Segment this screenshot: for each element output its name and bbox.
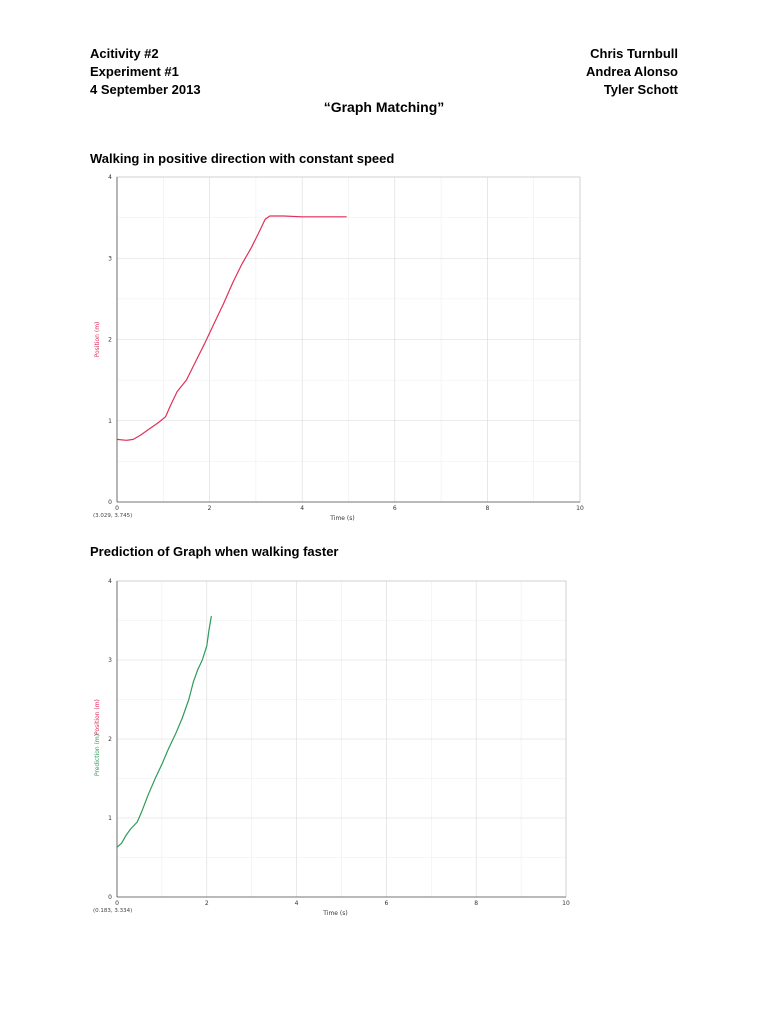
- date: 4 September 2013: [90, 82, 201, 97]
- section-title-prediction: Prediction of Graph when walking faster: [90, 544, 339, 559]
- author-3: Tyler Schott: [603, 82, 678, 97]
- y-axis-label: Position (m): [94, 322, 101, 358]
- header-right: Chris Turnbull Andrea Alonso Tyler Schot…: [586, 45, 678, 99]
- y-tick-label: 3: [108, 255, 112, 262]
- x-tick-label: 0: [115, 505, 119, 512]
- y-tick-label: 4: [108, 174, 112, 181]
- header-left: Acitivity #2 Experiment #1 4 September 2…: [90, 45, 201, 99]
- x-tick-label: 8: [485, 505, 489, 512]
- y-tick-label: 0: [108, 499, 112, 506]
- document-title: “Graph Matching”: [323, 99, 445, 115]
- author-2: Andrea Alonso: [586, 64, 678, 79]
- y-tick-label: 2: [108, 337, 112, 344]
- x-tick-label: 6: [393, 505, 397, 512]
- y-tick-label: 1: [108, 418, 112, 425]
- x-axis-label: Time (s): [329, 515, 354, 522]
- coordinate-readout: (3.029, 3.745): [93, 513, 132, 519]
- activity-number: Acitivity #2: [90, 46, 159, 61]
- x-tick-label: 2: [208, 505, 212, 512]
- series-line-0: [116, 215, 347, 441]
- x-tick-label: 10: [576, 505, 584, 512]
- author-1: Chris Turnbull: [590, 46, 678, 61]
- experiment-number: Experiment #1: [90, 64, 179, 79]
- x-tick-label: 4: [300, 505, 304, 512]
- section-title-position: Walking in positive direction with const…: [90, 151, 395, 166]
